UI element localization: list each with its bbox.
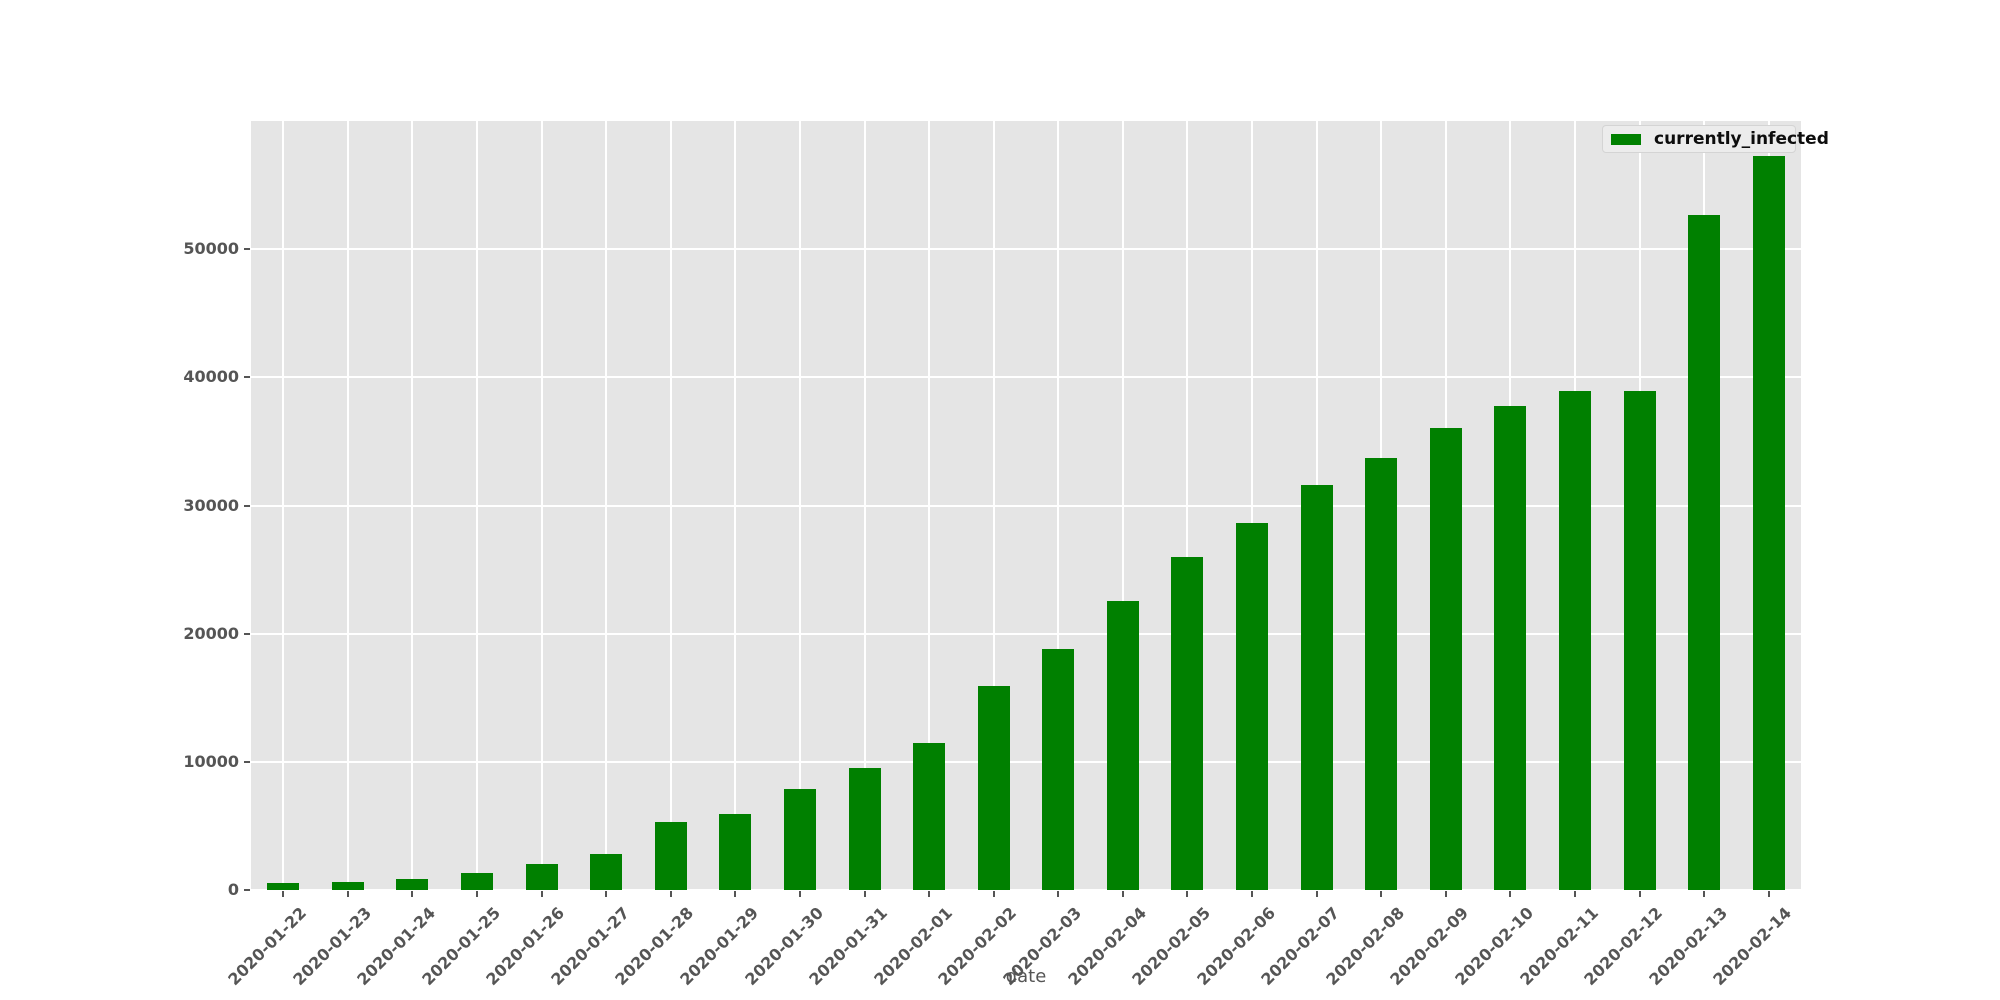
y-tick-mark — [244, 248, 250, 251]
bar-2020-02-07 — [1300, 484, 1333, 890]
bar-2020-02-09 — [1429, 428, 1462, 890]
x-tick-mark — [1251, 891, 1254, 897]
legend-swatch — [1611, 133, 1641, 145]
x-tick-mark — [282, 891, 285, 897]
legend: currently_infected — [1602, 125, 1829, 153]
y-tick-mark — [244, 504, 250, 507]
x-axis-label: date — [1005, 966, 1047, 987]
bar-2020-01-26 — [525, 864, 558, 890]
y-tick-label: 30000 — [183, 495, 239, 515]
gridline-horizontal — [251, 760, 1801, 763]
x-tick-mark — [1767, 891, 1770, 897]
bar-2020-01-30 — [783, 788, 816, 890]
bar-2020-02-08 — [1365, 457, 1398, 890]
x-tick-mark — [476, 891, 479, 897]
bar-2020-01-28 — [654, 821, 687, 890]
gridline-horizontal — [251, 504, 1801, 507]
bar-2020-02-13 — [1688, 214, 1721, 890]
x-tick-mark — [540, 891, 543, 897]
legend-label: currently_infected — [1654, 129, 1829, 149]
x-tick-mark — [734, 891, 737, 897]
bar-2020-01-31 — [848, 768, 881, 890]
y-tick-mark — [244, 632, 250, 635]
bar-2020-02-05 — [1171, 557, 1204, 890]
bar-2020-02-03 — [1042, 648, 1075, 890]
x-tick-mark — [1573, 891, 1576, 897]
bar-2020-01-27 — [590, 854, 623, 890]
bar-2020-01-22 — [267, 883, 300, 890]
y-tick-mark — [244, 889, 250, 891]
x-tick-mark — [798, 891, 801, 897]
bar-2020-02-04 — [1106, 601, 1139, 890]
x-tick-mark — [928, 891, 931, 897]
y-tick-label: 20000 — [183, 623, 239, 643]
x-tick-mark — [1186, 891, 1189, 897]
bar-2020-01-24 — [396, 878, 429, 890]
bar-2020-02-01 — [913, 742, 946, 890]
y-tick-label: 50000 — [183, 239, 239, 259]
y-tick-label: 40000 — [183, 367, 239, 387]
y-tick-label: 0 — [227, 880, 239, 899]
plot-area — [251, 121, 1801, 890]
x-tick-mark — [605, 891, 608, 897]
x-tick-mark — [1444, 891, 1447, 897]
gridline-horizontal — [251, 632, 1801, 635]
bar-2020-02-14 — [1752, 155, 1785, 890]
gridline-horizontal — [251, 248, 1801, 251]
x-tick-mark — [1057, 891, 1060, 897]
y-tick-label: 10000 — [183, 751, 239, 771]
x-tick-mark — [863, 891, 866, 897]
x-tick-mark — [1315, 891, 1318, 897]
y-tick-mark — [244, 760, 250, 763]
x-tick-mark — [1638, 891, 1641, 897]
y-tick-mark — [244, 376, 250, 379]
bar-2020-01-25 — [461, 872, 494, 890]
bar-2020-01-23 — [331, 882, 364, 890]
x-tick-mark — [992, 891, 995, 897]
bar-2020-01-29 — [719, 814, 752, 890]
x-tick-mark — [1121, 891, 1124, 897]
bar-2020-02-12 — [1623, 390, 1656, 890]
x-tick-mark — [346, 891, 349, 897]
x-tick-mark — [1380, 891, 1383, 897]
x-tick-mark — [669, 891, 672, 897]
x-tick-mark — [1509, 891, 1512, 897]
bar-2020-02-02 — [977, 685, 1010, 890]
bar-2020-02-10 — [1494, 405, 1527, 890]
gridline-horizontal — [251, 889, 1801, 890]
bar-2020-02-06 — [1236, 522, 1269, 890]
gridline-horizontal — [251, 376, 1801, 379]
x-tick-mark — [1703, 891, 1706, 897]
bar-2020-02-11 — [1558, 391, 1591, 890]
x-tick-mark — [411, 891, 414, 897]
